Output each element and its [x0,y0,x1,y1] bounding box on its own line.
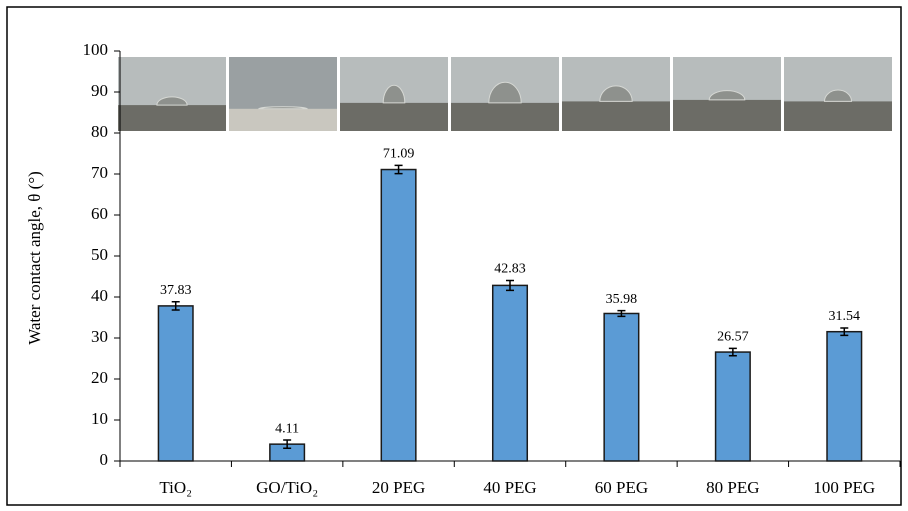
y-tick-label: 20 [91,368,108,387]
photo-surface [673,100,781,131]
y-tick-label: 40 [91,286,108,305]
y-tick-label: 50 [91,245,108,264]
x-tick-label: 60 PEG [595,478,648,497]
x-tick-label: GO/TiO₂ [256,478,318,497]
bar [381,170,416,461]
x-tick-label: 100 PEG [813,478,875,497]
bar [716,352,751,461]
photo-surface [340,103,448,131]
y-tick-label: 80 [91,122,108,141]
value-label: 31.54 [829,309,861,324]
value-label: 4.11 [275,421,299,436]
photo-surface [784,101,892,131]
x-tick-label: 40 PEG [483,478,536,497]
bar [604,313,639,461]
chart: Water contact angle, θ (°) 0 10 20 30 40 50 60… [0,0,908,511]
value-label: 71.09 [383,147,415,162]
bar [827,332,862,461]
bar [158,306,193,461]
droplet-photos [118,57,892,131]
x-tick-label: TiO₂ [159,478,192,497]
x-tick-label: 20 PEG [372,478,425,497]
y-tick-label: 0 [100,450,109,469]
y-tick-label: 100 [83,40,109,59]
y-tick-label: 10 [91,409,108,428]
y-tick-label: 30 [91,327,108,346]
value-label: 26.57 [717,330,749,345]
photo-surface [229,109,337,131]
x-tick-label: 80 PEG [706,478,759,497]
droplet [259,107,308,109]
y-axis-label: Water contact angle, θ (°) [25,171,44,345]
y-tick-label: 70 [91,163,108,182]
y-tick-label: 90 [91,81,108,100]
photo-surface [562,101,670,131]
y-tick-label: 60 [91,204,108,223]
value-label: 35.98 [606,292,638,307]
value-label: 37.83 [160,283,192,298]
photo-surface [451,103,559,131]
photo-surface [118,105,226,131]
value-label: 42.83 [494,262,526,277]
bar [493,285,528,461]
